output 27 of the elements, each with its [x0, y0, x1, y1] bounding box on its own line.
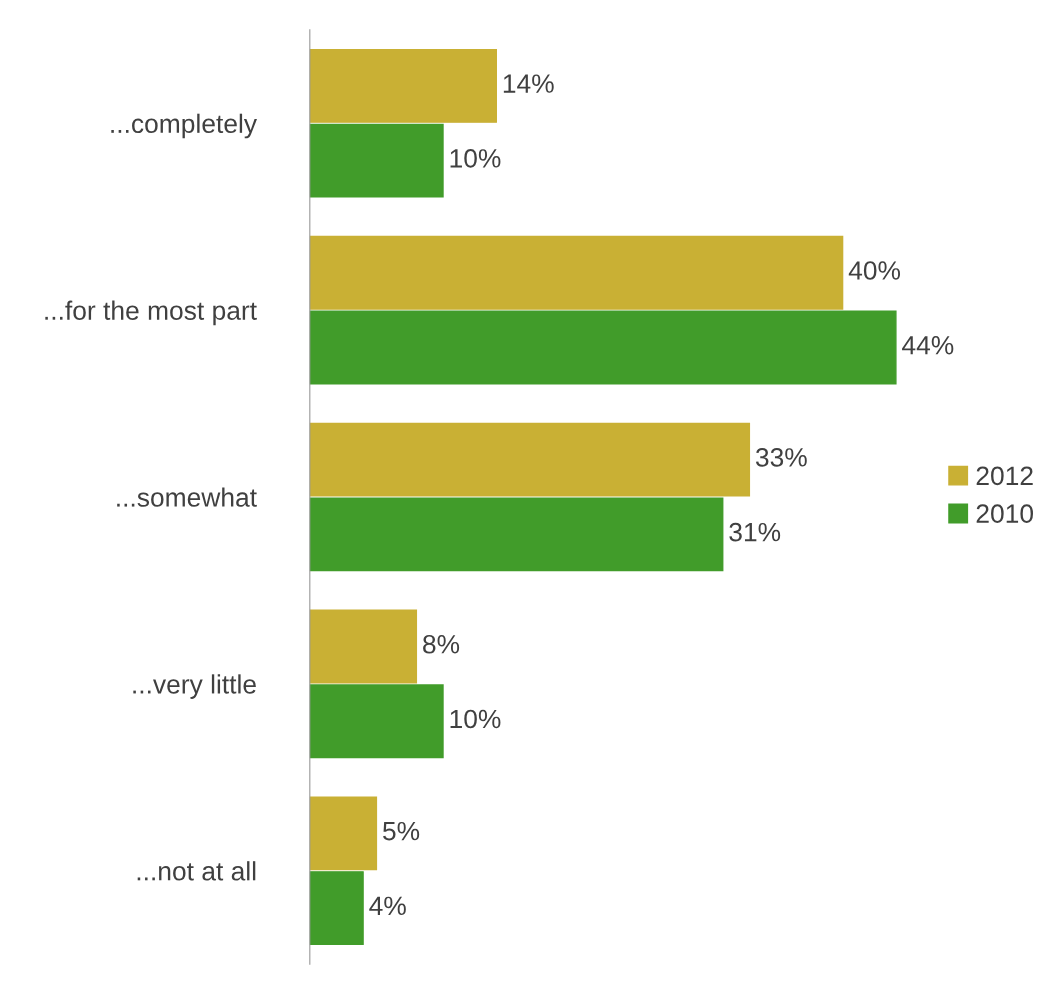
y-tick-label: ...very little — [133, 674, 256, 699]
bar — [309, 235, 844, 310]
data-label: 14% — [503, 74, 554, 93]
bar — [309, 871, 364, 946]
data-label: 33% — [755, 448, 807, 467]
y-tick-label: ...completely — [111, 113, 257, 139]
bar — [309, 609, 418, 684]
bar — [309, 310, 897, 385]
data-label: 10% — [450, 709, 501, 729]
bar — [309, 48, 497, 123]
data-label: 5% — [383, 821, 420, 841]
bar — [309, 497, 724, 572]
legend-label: 2010 — [976, 504, 1033, 523]
bar — [309, 123, 444, 198]
data-label: 8% — [423, 634, 460, 654]
data-label: 40% — [848, 261, 901, 280]
y-tick-label: ...somewhat — [117, 487, 257, 507]
data-label: 10% — [450, 149, 501, 168]
legend-label: 2012 — [976, 466, 1033, 486]
bar — [309, 684, 444, 759]
data-label: 44% — [902, 336, 954, 355]
y-tick-label: ...for the most part — [45, 300, 257, 326]
y-tick-label: ...not at all — [137, 861, 256, 881]
bar — [309, 422, 751, 497]
bar — [309, 796, 378, 871]
data-label: 31% — [729, 522, 781, 542]
data-label: 4% — [369, 896, 406, 916]
